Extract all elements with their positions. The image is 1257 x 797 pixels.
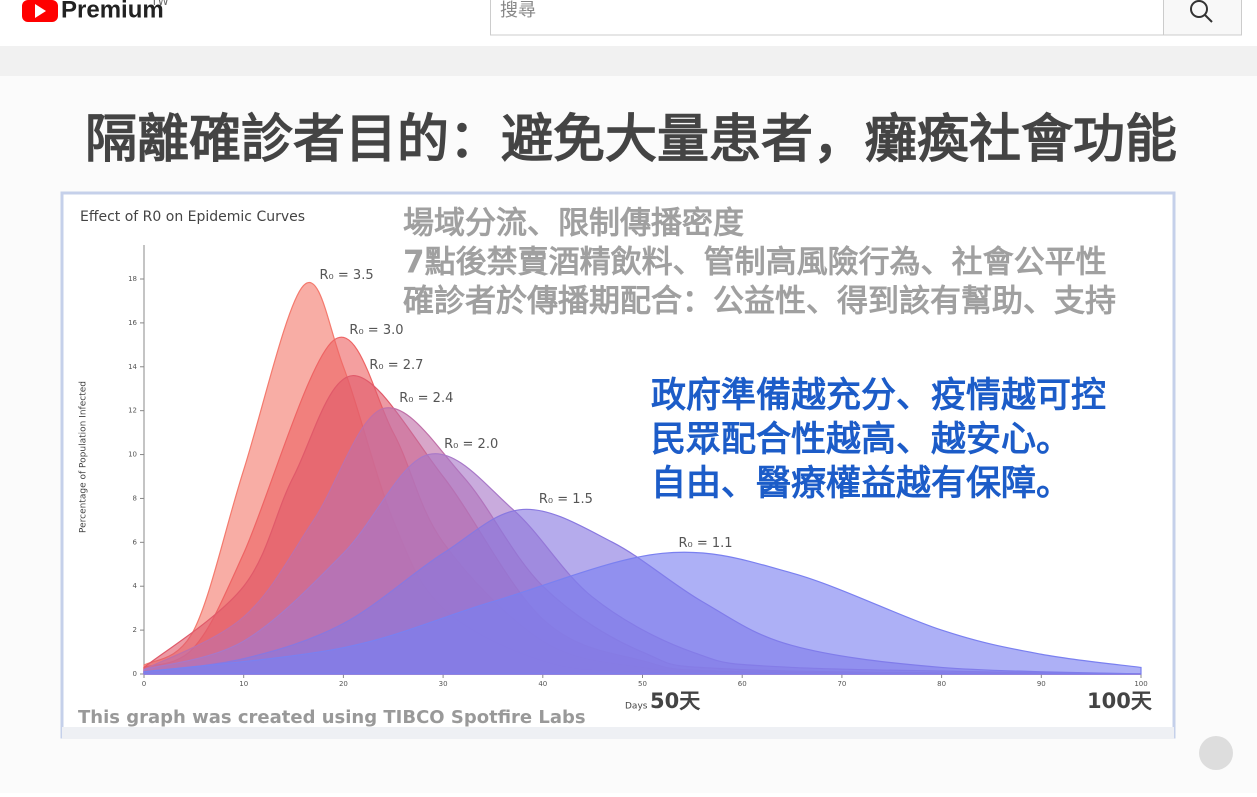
y-tick-label: 10 <box>128 451 137 459</box>
x-tick-label: 20 <box>339 680 348 688</box>
search-icon <box>1190 0 1208 18</box>
highlight: 政府準備越充分、疫情越可控 <box>651 375 1106 416</box>
slide-text: 場域分流、限制傳播密度7點後禁賣酒精飲料、管制高風險行為、社會公平性確診者於傳播… <box>78 206 1116 729</box>
region: TW <box>150 0 169 8</box>
area <box>143 551 1142 675</box>
note: 場域分流、限制傳播密度 <box>403 206 744 242</box>
series-label: R₀ = 1.1 <box>678 536 732 551</box>
search-box[interactable] <box>490 0 1164 36</box>
annotation: 50天 <box>650 689 701 713</box>
video-top-band <box>0 46 1257 76</box>
slide-title: 隔離確診者目的：避免大量患者，癱瘓社會功能 <box>85 110 1177 170</box>
y-tick-label: 18 <box>128 275 137 283</box>
y-tick-label: 4 <box>133 582 138 590</box>
annotation: 100天 <box>1087 689 1153 713</box>
y-tick-label: 12 <box>128 407 137 415</box>
y-tick-label: 2 <box>133 626 137 634</box>
y-tick-label: 16 <box>128 319 137 327</box>
series-label: R₀ = 2.7 <box>369 358 423 373</box>
avatar[interactable] <box>1199 736 1233 770</box>
note: 7點後禁賣酒精飲料、管制高風險行為、社會公平性 <box>403 245 1107 281</box>
x-tick-label: 70 <box>837 680 846 688</box>
search-placeholder: 搜尋 <box>500 0 536 21</box>
x-tick-label: 10 <box>239 680 248 688</box>
x-tick-label: 90 <box>1037 680 1046 688</box>
search-button[interactable] <box>1163 0 1242 36</box>
logo-text[interactable]: Premium <box>61 0 164 23</box>
x-tick-label: 0 <box>142 680 146 688</box>
highlight: 自由、醫療權益越有保障。 <box>651 464 1071 504</box>
footer: This graph was created using TIBCO Spotf… <box>78 707 586 728</box>
x-axis-label: Days <box>625 702 648 712</box>
series-label: R₀ = 3.5 <box>320 268 374 283</box>
highlight: 民眾配合性越高、越安心。 <box>651 420 1071 460</box>
chart-title: Effect of R0 on Epidemic Curves <box>80 209 305 225</box>
series-label: R₀ = 2.4 <box>399 391 453 406</box>
x-tick-label: 80 <box>937 680 946 688</box>
y-tick-label: 14 <box>128 363 137 371</box>
x-tick-label: 50 <box>638 680 647 688</box>
series-label: R₀ = 3.0 <box>349 323 403 338</box>
x-tick-label: 30 <box>439 680 448 688</box>
chart: Effect of R0 on Epidemic Curves Percentag… <box>79 209 1153 713</box>
series-label: R₀ = 1.5 <box>539 492 593 507</box>
x-tick-label: 40 <box>538 680 547 688</box>
search-icon-handle <box>1204 14 1213 23</box>
y-tick-label: 6 <box>133 538 138 546</box>
note: 確診者於傳播期配合：公益性、得到該有幫助、支持 <box>403 284 1116 320</box>
x-tick-label: 100 <box>1134 680 1147 688</box>
tab-strip <box>62 727 1174 739</box>
x-tick-label: 60 <box>738 680 747 688</box>
y-axis-label: Percentage of Population Infected <box>79 381 89 533</box>
logo-play <box>35 4 46 18</box>
y-tick-label: 0 <box>133 670 137 678</box>
series-label: R₀ = 2.0 <box>444 437 498 452</box>
y-tick-label: 8 <box>133 494 137 502</box>
